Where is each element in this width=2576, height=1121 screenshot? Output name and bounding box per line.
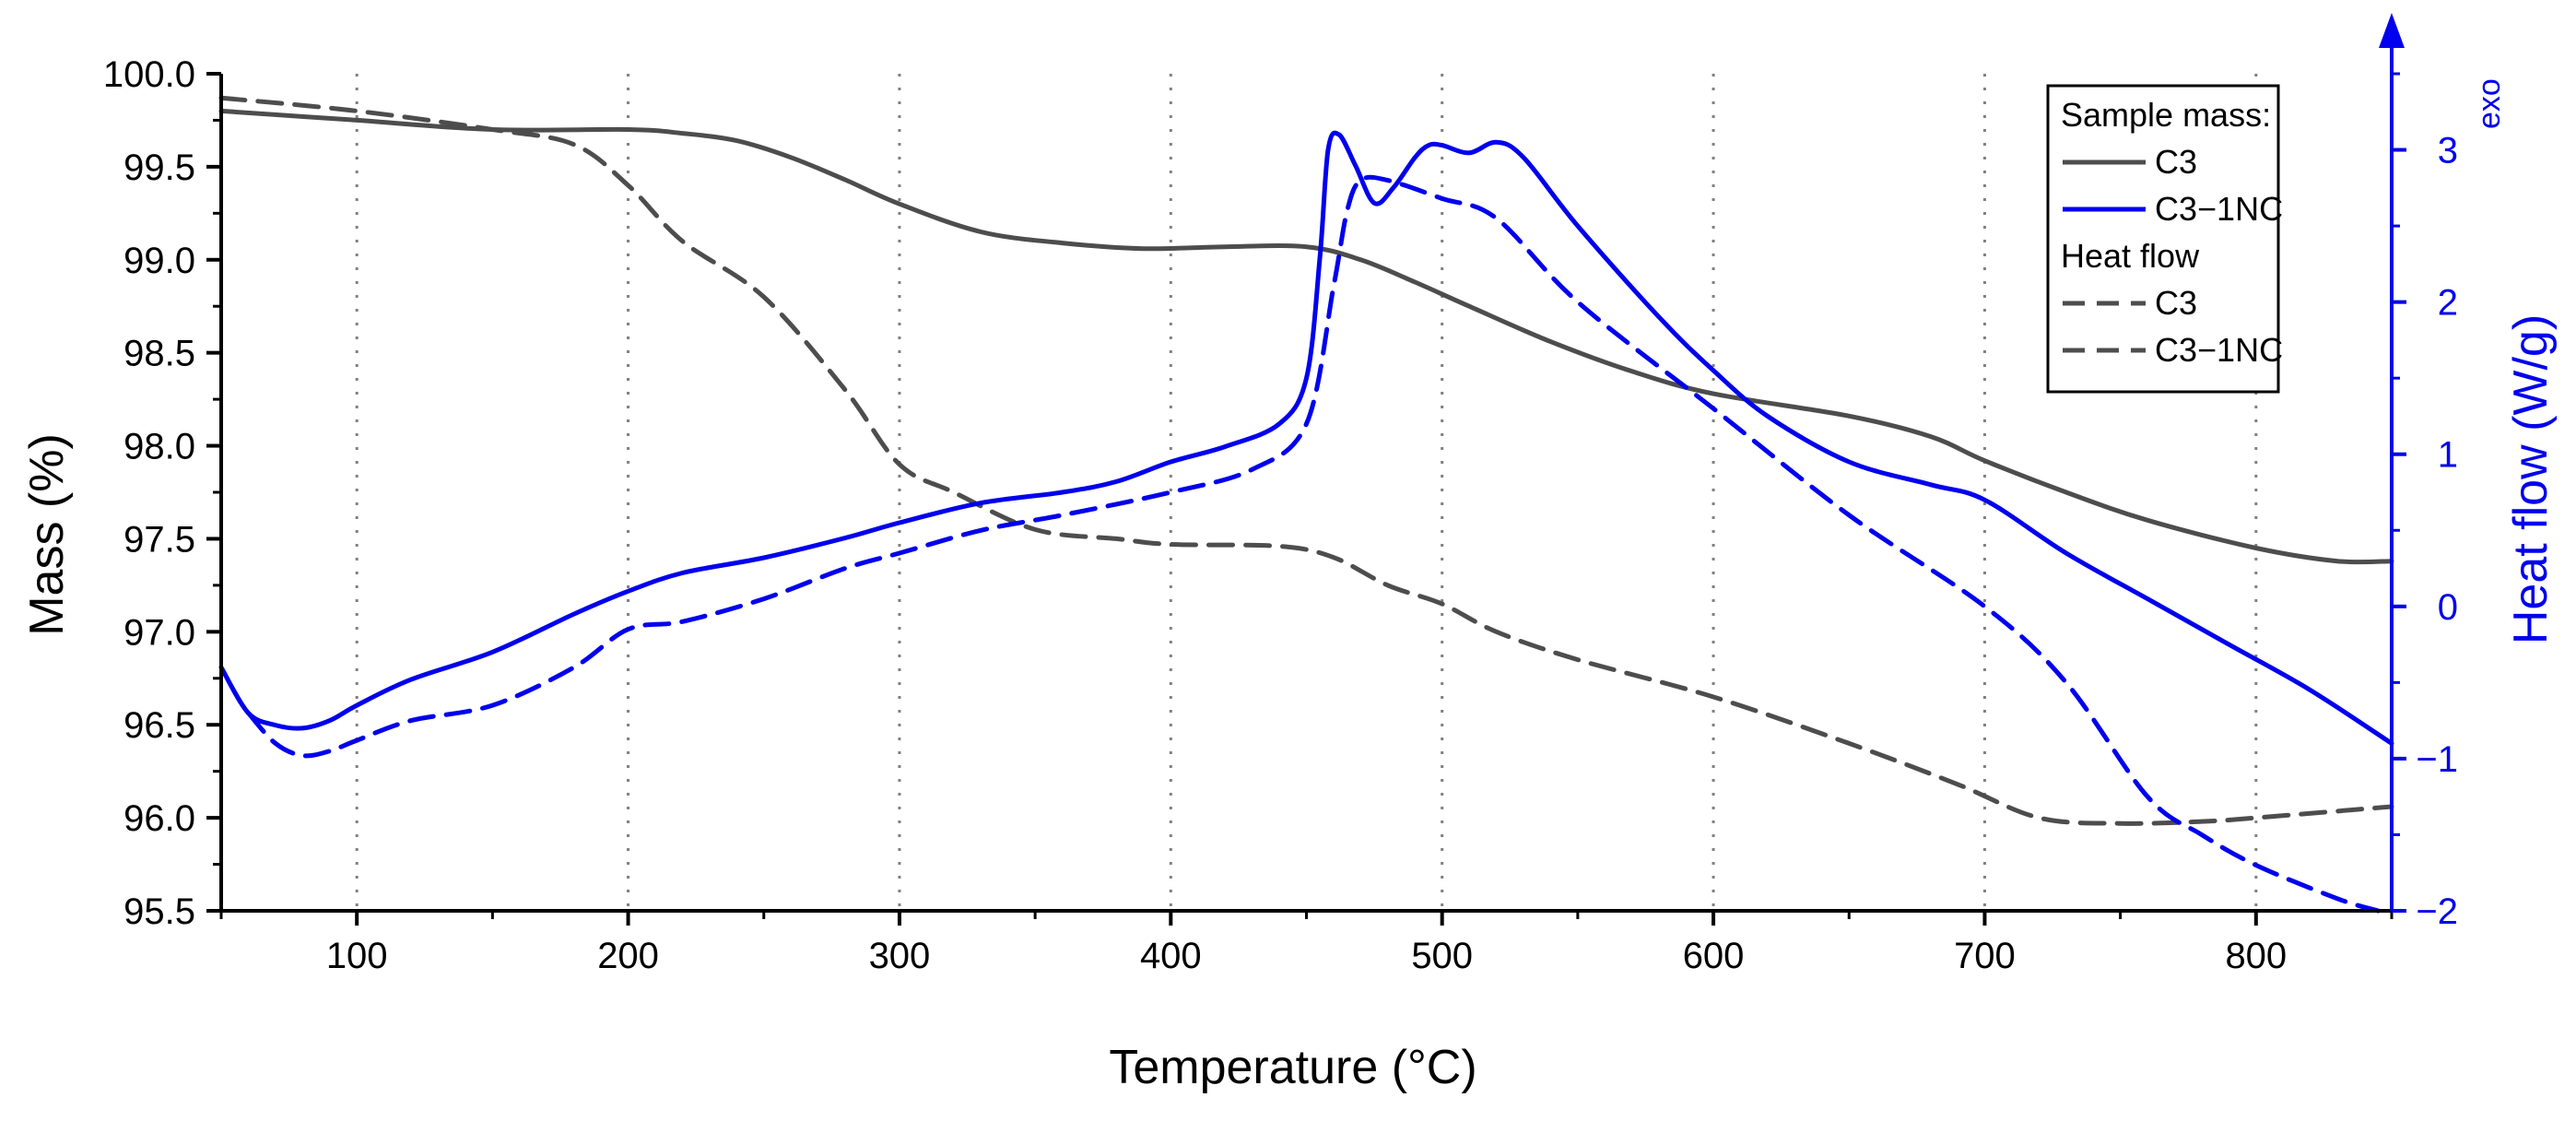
y2-tick-label-−2: −2: [2416, 891, 2458, 932]
y2-tick-label-2: 2: [2438, 283, 2458, 324]
y-tick-label-98.0: 98.0: [124, 427, 195, 467]
legend: Sample mass: C3 C3−1NC Heat flow C3 C3−1NC: [2046, 84, 2283, 394]
x-axis-title: Temperature (°C): [1109, 1041, 1476, 1094]
x-tick-label-300: 300: [869, 936, 931, 976]
y-axis-title: Mass (%): [20, 433, 74, 636]
series-mass-c3: [218, 108, 2394, 565]
y-tick-label-99.5: 99.5: [124, 148, 195, 188]
series-layer: [218, 95, 2394, 914]
series-mass-c3-1nc: [218, 95, 2394, 826]
legend-section-title: Heat flow: [2061, 237, 2200, 275]
y-tick-label-96.0: 96.0: [124, 798, 195, 839]
y-tick-label-100.0: 100.0: [103, 54, 195, 95]
x-tick-label-100: 100: [326, 936, 388, 976]
x-tick-label-500: 500: [1411, 936, 1473, 976]
y2-tick-label-−1: −1: [2416, 739, 2458, 780]
x-tick-label-200: 200: [597, 936, 659, 976]
y-tick-label-97.0: 97.0: [124, 612, 195, 653]
series-heatflow-c3: [218, 130, 2394, 746]
y-tick-label-96.5: 96.5: [124, 705, 195, 746]
y-tick-label-95.5: 95.5: [124, 891, 195, 932]
y2-tick-label-1: 1: [2438, 435, 2458, 476]
legend-label: C3−1NC: [2155, 331, 2283, 369]
legend-label: C3−1NC: [2155, 190, 2283, 228]
x-tick-label-700: 700: [1954, 936, 2016, 976]
y2-tick-label-0: 0: [2438, 587, 2458, 628]
axes-layer: 100 200 300 400 500 600 700 800 95.5 96.0 96.5 97.0…: [103, 13, 2458, 976]
legend-box: [2046, 84, 2280, 394]
x-tick-label-400: 400: [1140, 936, 1202, 976]
legend-label: C3: [2155, 143, 2197, 181]
exo-label: exo: [2472, 78, 2507, 129]
x-tick-label-800: 800: [2225, 936, 2287, 976]
y2-axis-title: Heat flow (W/g): [2504, 314, 2558, 644]
labels-layer: Temperature (°C) Mass (%) Heat flow (W/g…: [20, 78, 2558, 1094]
exo-arrow-icon: [2379, 13, 2405, 48]
y2-tick-label-3: 3: [2438, 131, 2458, 171]
x-tick-label-600: 600: [1683, 936, 1745, 976]
y-tick-label-97.5: 97.5: [124, 519, 195, 560]
series-heatflow-c3-1nc: [245, 174, 2381, 914]
legend-section-title: Sample mass:: [2061, 96, 2271, 134]
legend-label: C3: [2155, 284, 2197, 322]
y-tick-label-99.0: 99.0: [124, 241, 195, 281]
y-tick-label-98.5: 98.5: [124, 334, 195, 374]
